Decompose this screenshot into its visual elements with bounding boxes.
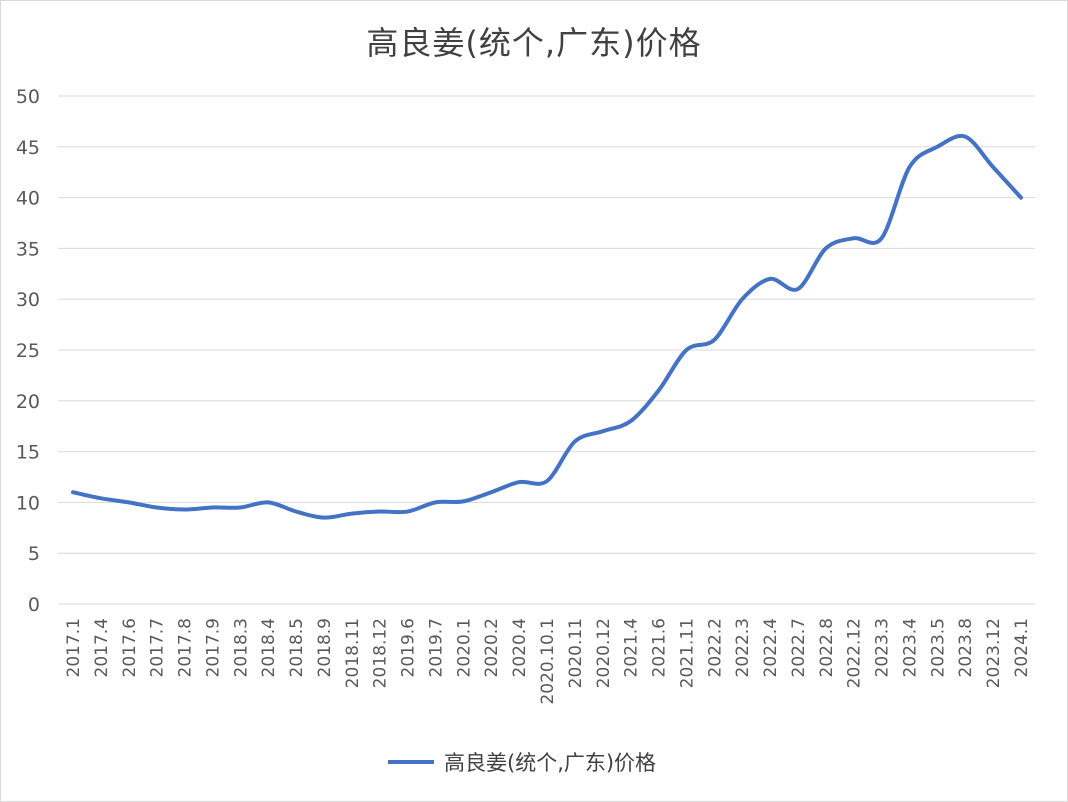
x-tick-label: 2017.4: [92, 618, 112, 677]
x-tick-label: 2017.9: [203, 618, 223, 677]
legend: 高良姜(统个,广东)价格: [388, 748, 656, 776]
x-tick-label: 2022.4: [761, 618, 781, 677]
y-tick-label: 40: [16, 188, 40, 210]
y-tick-label: 35: [16, 238, 40, 260]
x-tick-label: 2017.8: [176, 618, 196, 677]
x-tick-label: 2024.1: [1012, 618, 1032, 677]
x-tick-label: 2018.9: [315, 618, 335, 677]
y-tick-label: 50: [16, 86, 40, 108]
legend-swatch: [388, 760, 434, 764]
x-tick-label: 2023.8: [956, 618, 976, 677]
x-tick-label: 2023.5: [928, 618, 948, 677]
x-tick-label: 2017.6: [120, 618, 140, 677]
series-layer: [71, 133, 1023, 520]
x-tick-label: 2019.6: [399, 618, 419, 677]
legend-label: 高良姜(统个,广东)价格: [444, 751, 657, 775]
x-tick-label: 2020.4: [510, 618, 530, 677]
x-tick-label: 2020.1: [454, 618, 474, 677]
y-tick-label: 0: [28, 594, 40, 616]
x-tick-label: 2020.12: [594, 618, 614, 688]
series-line: [71, 133, 1023, 520]
x-tick-label: 2018.3: [231, 618, 251, 677]
x-tick-label: 2022.7: [789, 618, 809, 677]
x-tick-label: 2020.11: [566, 618, 586, 688]
gridlines: [58, 95, 1035, 605]
y-tick-label: 30: [16, 289, 40, 311]
y-tick-label: 15: [16, 442, 40, 464]
x-tick-label: 2020.10.1: [538, 618, 558, 705]
x-tick-label: 2022.2: [705, 618, 725, 677]
y-tick-label: 45: [16, 137, 40, 159]
x-tick-label: 2018.5: [287, 618, 307, 677]
x-tick-label: 2021.11: [677, 618, 697, 688]
x-tick-label: 2023.4: [900, 618, 920, 677]
x-tick-label: 2018.12: [371, 618, 391, 688]
y-tick-label: 25: [16, 340, 40, 362]
y-tick-label: 10: [16, 492, 40, 514]
x-tick-label: 2022.12: [845, 618, 865, 688]
x-tick-label: 2022.3: [733, 618, 753, 677]
x-tick-label: 2020.2: [482, 618, 502, 677]
y-tick-label: 5: [28, 543, 40, 565]
x-tick-label: 2018.4: [259, 618, 279, 677]
x-tick-label: 2021.4: [622, 618, 642, 677]
x-axis-ticks: 2017.1 2017.4 2017.6 2017.7 2017.8 2017.9 2018…: [64, 618, 1032, 705]
chart-title: 高良姜(统个,广东)价格: [366, 24, 702, 62]
x-tick-label: 2023.12: [984, 618, 1004, 688]
x-tick-label: 2023.3: [873, 618, 893, 677]
x-tick-label: 2019.7: [426, 618, 446, 677]
y-tick-label: 20: [16, 391, 40, 413]
x-tick-label: 2018.11: [343, 618, 363, 688]
y-axis-ticks: 0 5 10 15 20 25 30 35 40 45 50: [16, 86, 40, 616]
x-tick-label: 2017.1: [64, 618, 84, 677]
x-tick-label: 2022.8: [817, 618, 837, 677]
x-tick-label: 2021.6: [650, 618, 670, 677]
x-tick-label: 2017.7: [148, 618, 168, 677]
